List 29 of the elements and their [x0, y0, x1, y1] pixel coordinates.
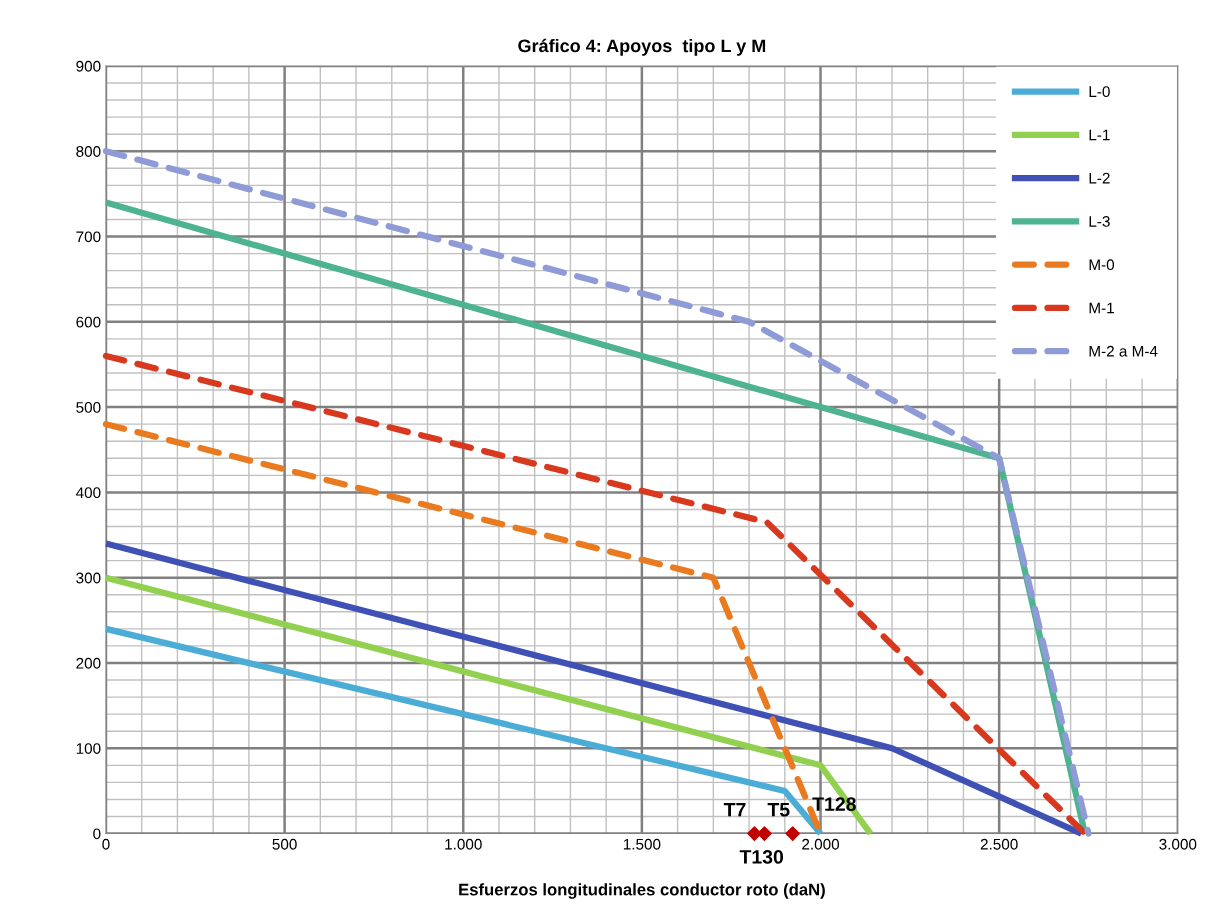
legend-label: M-0	[1089, 259, 1115, 271]
legend-label: M-2 a M-4	[1089, 345, 1158, 357]
annotation: T5	[767, 802, 790, 817]
x-tick-label: 2.500	[980, 838, 1018, 850]
chart-title: Gráfico 4: Apoyos tipo L y M	[518, 38, 766, 56]
y-tick-label: 900	[76, 60, 101, 72]
y-tick-label: 800	[76, 146, 101, 157]
x-tick-label: 3.000	[1159, 838, 1197, 850]
y-tick-label: 100	[76, 743, 101, 754]
legend-label: L-0	[1089, 86, 1110, 98]
annotation: T130	[739, 850, 784, 864]
legend-label: M-1	[1089, 302, 1114, 314]
legend-label: L-2	[1089, 172, 1110, 184]
annotation: T7	[723, 802, 746, 817]
y-tick-label: 600	[76, 316, 101, 328]
y-tick-label: 500	[76, 401, 101, 413]
y-tick-label: 300	[76, 572, 101, 584]
legend-label: L-3	[1089, 216, 1110, 227]
x-tick-label: 500	[272, 838, 297, 850]
x-tick-label: 1.000	[445, 838, 482, 850]
x-axis-title: Esfuerzos longitudinales conductor roto (daN)	[459, 883, 825, 899]
legend-label: L-1	[1089, 129, 1110, 141]
y-tick-label: 0	[93, 828, 101, 840]
y-tick-label: 200	[76, 657, 101, 669]
x-tick-label: 1.500	[623, 838, 661, 850]
x-tick-label: 0	[102, 838, 110, 850]
x-tick-label: 2.000	[802, 838, 840, 850]
y-tick-label: 400	[75, 487, 101, 499]
y-tick-label: 700	[76, 231, 101, 243]
